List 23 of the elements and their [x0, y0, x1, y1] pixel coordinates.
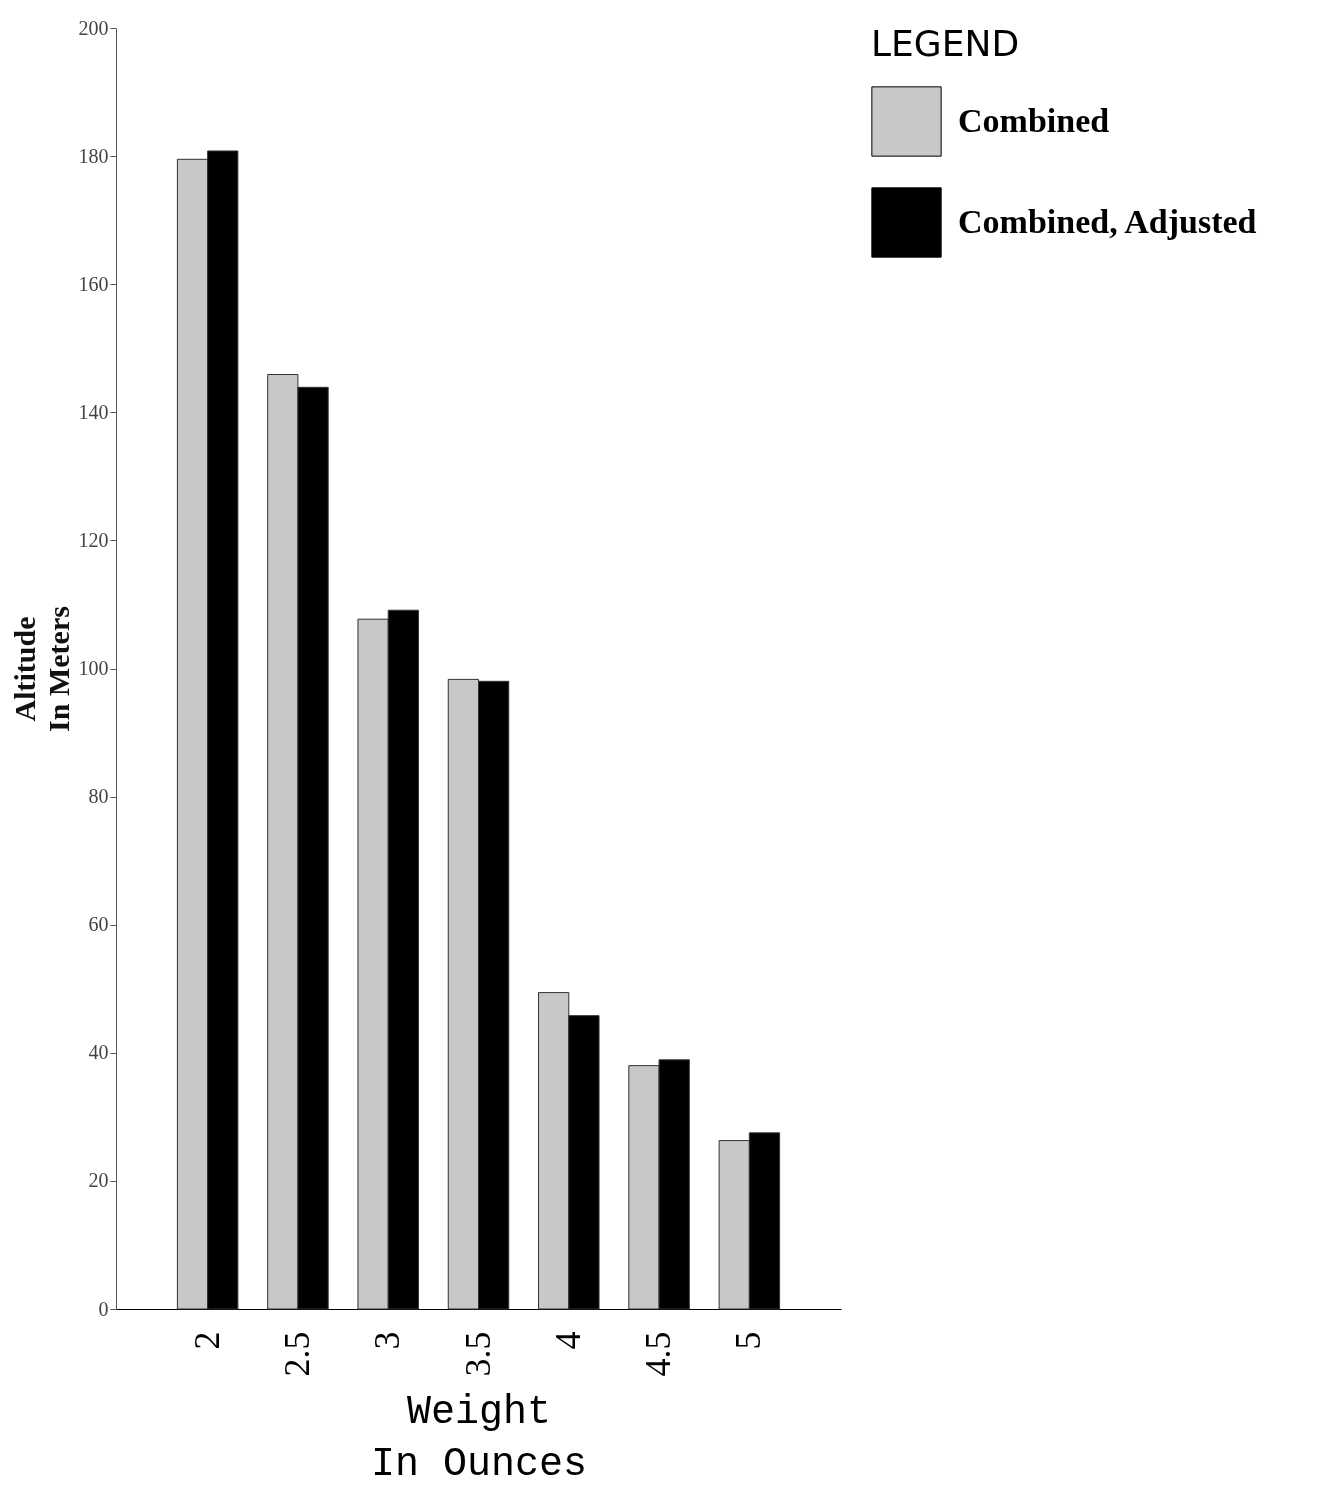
y-tick-label: 180: [78, 144, 109, 167]
y-tick-label: 160: [78, 272, 109, 295]
x-tick-label: 3.5: [457, 1331, 498, 1377]
y-tick-label: 120: [78, 528, 109, 551]
y-tick-label: 0: [98, 1297, 109, 1320]
y-tick-label: 100: [78, 657, 109, 679]
legend-label: Combined: [958, 101, 1110, 139]
legend-title: LEGEND: [871, 23, 1020, 64]
y-tick-label: 200: [78, 16, 109, 39]
y-tick-label: 60: [88, 913, 109, 936]
y-tick-label: 20: [88, 1169, 109, 1192]
legend-label: Combined, Adjusted: [958, 202, 1257, 240]
y-tick-label: 40: [88, 1041, 109, 1064]
x-tick-label: 4: [547, 1331, 588, 1350]
x-axis-title: Weight In Ounces: [370, 1389, 588, 1487]
x-tick-label: 3: [367, 1331, 408, 1350]
x-tick-label: 2: [186, 1331, 227, 1350]
y-axis-title: Altitude In Meters: [7, 606, 75, 732]
x-tick-label: 4.5: [638, 1331, 679, 1377]
x-tick-label: 5: [728, 1331, 769, 1350]
x-tick-label: 2.5: [276, 1331, 317, 1377]
y-tick-label: 140: [78, 400, 109, 423]
y-tick-label: 80: [88, 785, 109, 808]
